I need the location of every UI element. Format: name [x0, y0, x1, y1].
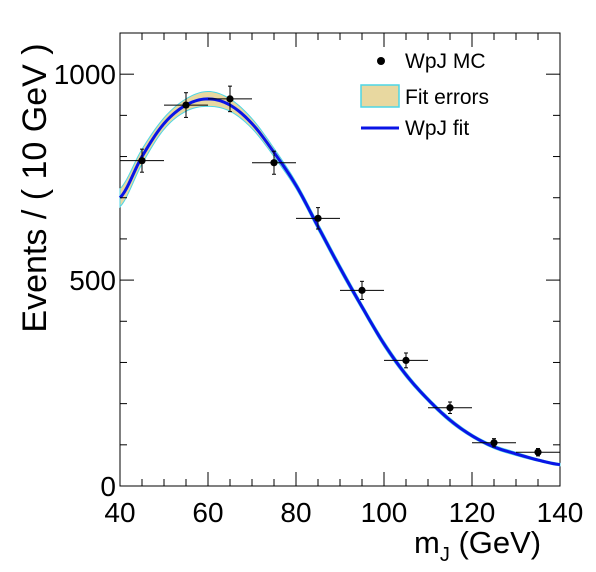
- data-point-3: [252, 150, 296, 175]
- legend-label-band: Fit errors: [405, 86, 489, 109]
- data-point-marker: [358, 286, 366, 294]
- legend-label-data: WpJ MC: [405, 50, 486, 73]
- x-tick-label: 60: [192, 497, 223, 528]
- data-point-9: [516, 448, 560, 457]
- data-points-layer: [120, 85, 560, 457]
- data-point-2: [208, 85, 252, 113]
- x-axis-label: mJ (GeV): [414, 525, 541, 566]
- data-point-marker: [138, 157, 146, 165]
- x-axis-label-sub: J: [440, 544, 450, 566]
- data-point-marker: [314, 214, 322, 222]
- legend-marker-data: [377, 57, 385, 65]
- x-axis-label-unit: (GeV): [450, 525, 541, 560]
- y-tick-label: 500: [69, 265, 116, 296]
- data-point-0: [120, 148, 164, 173]
- data-point-marker: [534, 448, 542, 456]
- x-tick-label: 40: [104, 497, 135, 528]
- x-tick-label: 100: [361, 497, 408, 528]
- legend-label-fit: WpJ fit: [405, 117, 469, 140]
- y-tick-label: 1000: [54, 59, 116, 90]
- data-point-7: [428, 401, 472, 415]
- data-point-marker: [490, 439, 498, 447]
- legend-marker-band: [360, 84, 400, 108]
- fit-error-band: [119, 90, 561, 467]
- x-axis-label-main: m: [414, 525, 440, 560]
- x-tick-label: 120: [449, 497, 496, 528]
- data-point-marker: [446, 404, 454, 412]
- data-point-marker: [182, 101, 190, 109]
- legend: WpJ MC Fit errors WpJ fit: [360, 50, 489, 140]
- y-tick-label: 0: [100, 471, 116, 502]
- x-tick-label: 140: [537, 497, 584, 528]
- axis-ticks-layer: 40 60 80 100 120 140 0 500 1000: [54, 32, 584, 528]
- data-point-4: [296, 207, 340, 230]
- data-point-marker: [270, 159, 278, 167]
- fit-line-layer: [118, 97, 561, 467]
- fit-line: [118, 97, 561, 467]
- data-point-marker: [402, 356, 410, 364]
- data-point-marker: [226, 95, 234, 103]
- data-point-5: [340, 280, 384, 300]
- data-point-8: [472, 438, 516, 448]
- fit-error-band-layer: [119, 90, 561, 467]
- data-point-6: [384, 352, 428, 369]
- data-point-1: [164, 92, 208, 118]
- y-axis-label: Events / ( 10 GeV ): [16, 43, 54, 332]
- x-tick-label: 80: [280, 497, 311, 528]
